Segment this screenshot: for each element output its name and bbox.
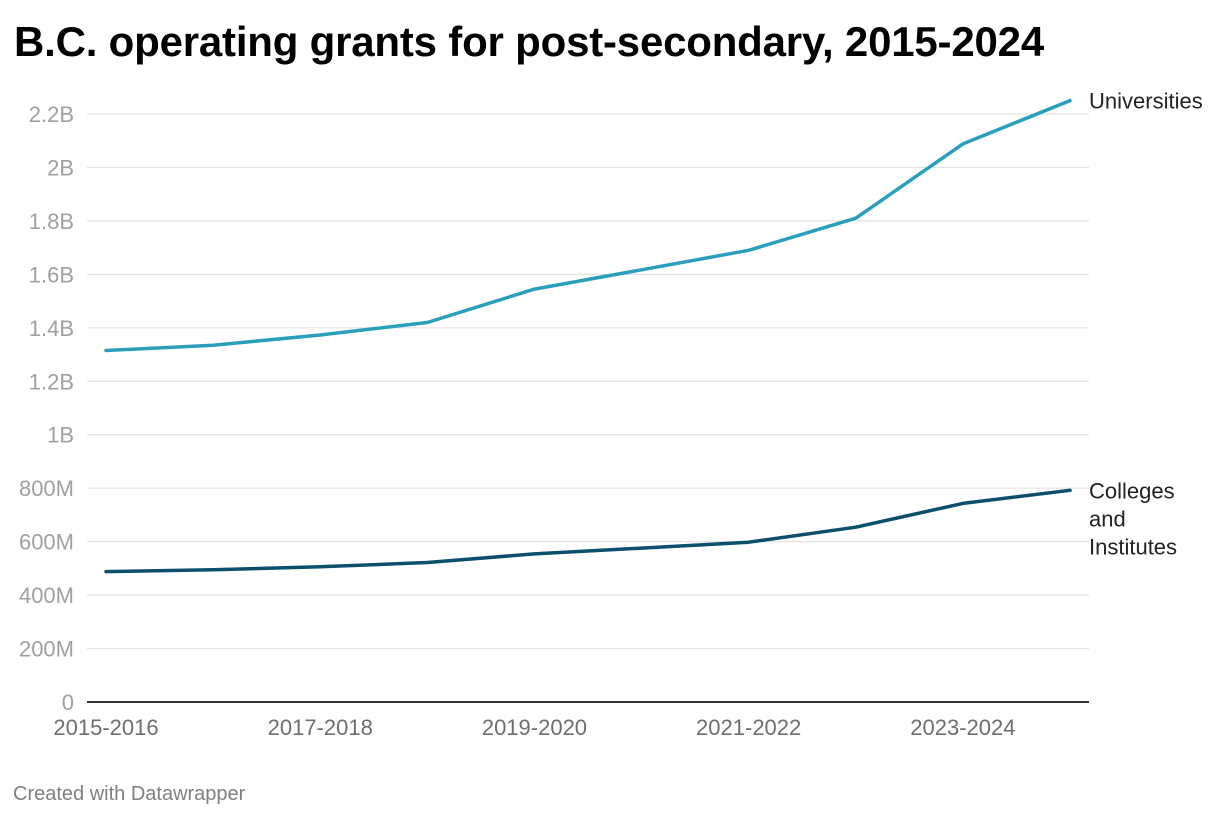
series-line-colleges-and-institutes — [104, 488, 1072, 574]
y-tick-label: 1.4B — [29, 316, 74, 341]
x-tick-label: 2019-2020 — [482, 715, 587, 740]
y-tick-label: 200M — [19, 637, 74, 662]
y-tick-label: 400M — [19, 583, 74, 608]
y-tick-label: 2B — [47, 155, 74, 180]
series-label: Colleges — [1089, 478, 1175, 503]
y-tick-label: 1.2B — [29, 369, 74, 394]
series-lines — [104, 98, 1072, 574]
x-tick-label: 2015-2016 — [53, 715, 158, 740]
y-tick-label: 1.8B — [29, 209, 74, 234]
y-tick-label: 1B — [47, 423, 74, 448]
x-tick-label: 2017-2018 — [268, 715, 373, 740]
y-tick-label: 2.2B — [29, 102, 74, 127]
datawrapper-credit: Created with Datawrapper — [13, 783, 246, 805]
gridlines — [87, 113, 1089, 703]
y-tick-label: 0 — [62, 690, 74, 715]
series-label: and — [1089, 506, 1126, 531]
y-axis-tick-labels: 0 200M 400M 600M 800M 1B 1.2B 1.4B 1.6B 1.8B 2B 2.2… — [19, 102, 74, 715]
chart-title: B.C. operating grants for post-secondary… — [14, 18, 1044, 65]
x-axis-tick-labels: 2015-2016 2017-2018 2019-2020 2021-2022 2023… — [53, 715, 1015, 740]
y-tick-label: 600M — [19, 530, 74, 555]
y-tick-label: 1.6B — [29, 262, 74, 287]
y-tick-label: 800M — [19, 476, 74, 501]
x-tick-label: 2021-2022 — [696, 715, 801, 740]
series-label: Institutes — [1089, 534, 1177, 559]
series-labels: Universities Colleges and Institutes — [1089, 89, 1203, 560]
series-label: Universities — [1089, 89, 1203, 114]
x-tick-label: 2023-2024 — [910, 715, 1015, 740]
series-line-universities — [104, 98, 1072, 353]
